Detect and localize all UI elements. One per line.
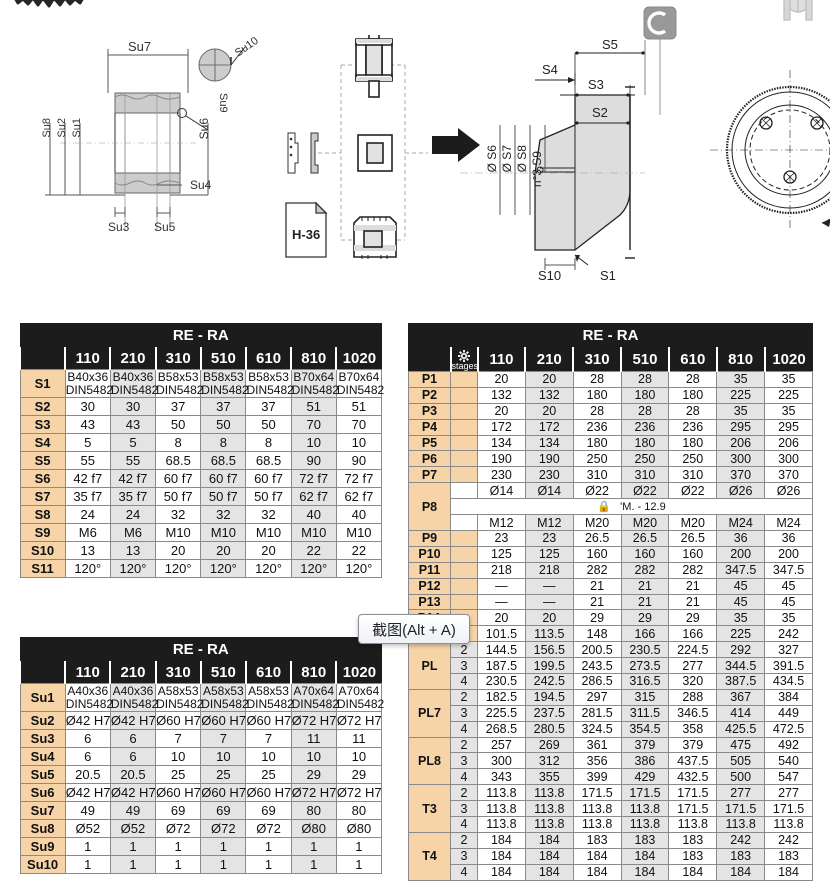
svg-text:S5: S5 bbox=[602, 37, 618, 52]
svg-text:Su10: Su10 bbox=[233, 35, 261, 59]
svg-text:Su6: Su6 bbox=[197, 118, 211, 140]
svg-text:Su1: Su1 bbox=[71, 118, 83, 138]
svg-text:Ø S8: Ø S8 bbox=[515, 145, 529, 173]
svg-text:Su5: Su5 bbox=[154, 220, 176, 234]
svg-text:S4: S4 bbox=[542, 62, 558, 77]
svg-text:S2: S2 bbox=[592, 105, 608, 120]
svg-text:S10: S10 bbox=[538, 268, 561, 283]
svg-text:n°3 S9: n°3 S9 bbox=[530, 151, 544, 187]
svg-text:S1: S1 bbox=[600, 268, 616, 283]
svg-text:Su7: Su7 bbox=[128, 39, 151, 54]
svg-text:Ø S7: Ø S7 bbox=[500, 145, 514, 173]
svg-text:Su9: Su9 bbox=[217, 93, 229, 113]
svg-text:Su8: Su8 bbox=[41, 118, 53, 138]
svg-text:Su2: Su2 bbox=[56, 118, 68, 138]
svg-text:S3: S3 bbox=[588, 77, 604, 92]
svg-text:Su3: Su3 bbox=[108, 220, 130, 234]
svg-text:H-36: H-36 bbox=[292, 227, 320, 242]
svg-text:Ø S6: Ø S6 bbox=[485, 145, 499, 173]
svg-text:Su4: Su4 bbox=[190, 178, 212, 192]
